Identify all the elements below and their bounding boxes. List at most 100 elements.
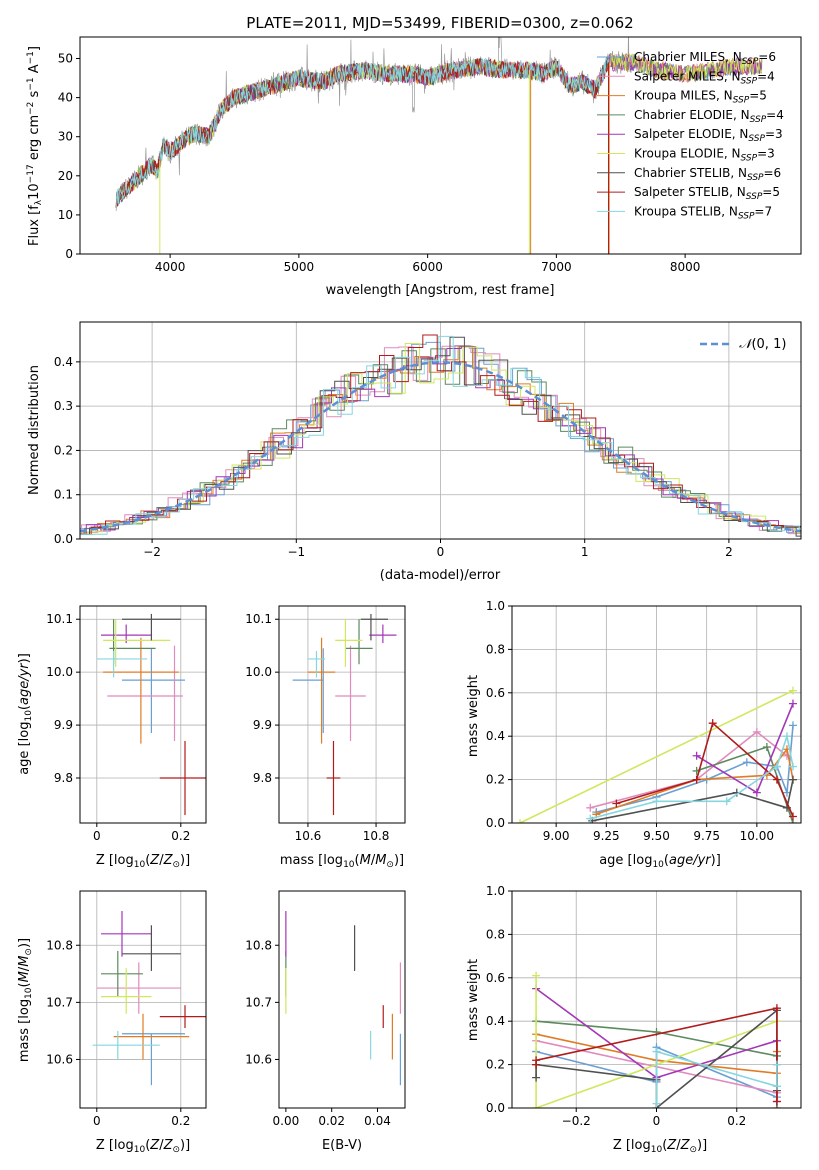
mass-vs-z-xtick-label: 0.2: [171, 1114, 190, 1128]
residuals-ytick-label: 0.3: [54, 399, 73, 413]
spectrum-ylabel: Flux [fλ10−17 erg cm−2 s−1 A−1]: [26, 46, 44, 246]
age-vs-mass-ytick-label: 10.0: [245, 665, 272, 679]
massweight-vs-z-marker: [532, 971, 541, 980]
mass-vs-z-ylabel: mass [log10(M/M⊙)]: [17, 938, 34, 1062]
gaussian-legend-label: 𝒩(0, 1): [739, 337, 786, 352]
age-vs-z-panel: 0 0.2 9.8 9.9 10.0 10.1 Z [log10(Z/Z⊙)] age […: [17, 605, 207, 870]
massweight-vs-age-xtick-label: 9.25: [593, 829, 620, 843]
massweight-vs-z-xlabel: Z [log10(Z/Z⊙)]: [613, 1138, 707, 1155]
massweight-vs-age-marker: [722, 797, 731, 806]
age-vs-mass-xlabel: mass [log10(M/M⊙)]: [280, 853, 404, 870]
massweight-vs-age-xtick-label: 9.75: [693, 829, 720, 843]
massweight-vs-age-ytick-label: 0.4: [486, 729, 505, 743]
mass-vs-z-ytick-label: 10.8: [46, 938, 73, 952]
age-vs-z-ytick-label: 10.0: [46, 665, 73, 679]
massweight-vs-age-marker: [788, 699, 797, 708]
residuals-ytick-label: 0.2: [54, 443, 73, 457]
massweight-vs-age-ytick-label: 1.0: [486, 599, 505, 613]
spectrum-legend: Chabrier MILES, NSSP=6 Salpeter MILES, NS…: [597, 50, 784, 221]
massweight-vs-age-line-kroupa-elodie: [519, 689, 794, 823]
massweight-vs-age-marker: [586, 803, 595, 812]
age-vs-z-ytick-label: 9.9: [54, 718, 73, 732]
massweight-vs-age-marker: [788, 686, 797, 695]
age-vs-mass-ytick-label: 9.9: [253, 718, 272, 732]
spectrum-legend-label: Kroupa STELIB, NSSP=7: [634, 204, 772, 221]
residuals-xtick-label: −2: [143, 545, 161, 559]
spectrum-xtick-label: 7000: [541, 260, 572, 274]
age-vs-z-ylabel: age [log10(age/yr)]: [17, 653, 34, 775]
massweight-vs-age-marker: [752, 788, 761, 797]
massweight-vs-age-marker: [788, 812, 797, 821]
spectrum-ytick-label: 30: [58, 130, 73, 144]
massweight-vs-age-xtick-label: 10.00: [740, 829, 774, 843]
massweight-vs-z-marker: [532, 1056, 541, 1065]
massweight-vs-z-ytick-label: 1.0: [486, 884, 505, 898]
massweight-vs-age-ytick-label: 0.6: [486, 686, 505, 700]
spectrum-ytick-label: 10: [58, 208, 73, 222]
mass-vs-z-panel: 0 0.2 10.6 10.7 10.8 Z [log10(Z/Z⊙)] mass [l…: [17, 890, 207, 1155]
massweight-vs-age-marker: [708, 719, 717, 728]
massweight-vs-z-marker: [652, 1047, 661, 1056]
massweight-vs-z-ytick-label: 0.6: [486, 971, 505, 985]
massweight-vs-age-line-salpeter-miles: [590, 730, 788, 809]
spectrum-legend-label: Chabrier STELIB, NSSP=6: [634, 166, 781, 183]
massweight-vs-age-marker: [762, 743, 771, 752]
spectrum-ytick-label: 50: [58, 52, 73, 66]
massweight-vs-z-line-kroupa-stelib: [655, 1050, 778, 1104]
massweight-vs-age-ylabel: mass weight: [466, 675, 481, 757]
massweight-vs-z-ytick-label: 0.0: [486, 1101, 505, 1115]
massweight-vs-age-marker: [788, 775, 797, 784]
spectrum-legend-label: Kroupa ELODIE, NSSP=3: [634, 147, 775, 164]
residual-histogram-salpeter-stelib: [80, 334, 801, 535]
massweight-vs-age-marker: [788, 721, 797, 730]
massweight-vs-age-marker: [516, 819, 525, 823]
spectrum-model-kroupa-elodie: [115, 53, 763, 209]
residuals-xtick-label: 0: [437, 545, 445, 559]
massweight-vs-z-ytick-label: 0.4: [486, 1014, 505, 1028]
mass-vs-ebv-xtick-label: 0.00: [273, 1114, 300, 1128]
massweight-vs-z-xtick-label: 0.2: [727, 1114, 746, 1128]
residuals-ytick-label: 0.4: [54, 355, 73, 369]
massweight-vs-age-marker: [788, 762, 797, 771]
spectrum-xtick-label: 8000: [670, 260, 701, 274]
mass-vs-ebv-xlabel: E(B-V): [322, 1138, 362, 1153]
massweight-vs-age-marker: [782, 732, 791, 741]
age-vs-z-xtick-label: 0: [93, 829, 101, 843]
massweight-vs-age-xtick-label: 9.50: [643, 829, 670, 843]
spectrum-legend-label: Chabrier ELODIE, NSSP=4: [634, 108, 784, 125]
residual-histogram-kroupa-stelib: [80, 335, 801, 536]
spectrum-legend-label: Salpeter STELIB, NSSP=5: [634, 185, 780, 202]
massweight-vs-age-marker: [772, 775, 781, 784]
residuals-xtick-label: −1: [287, 545, 305, 559]
massweight-vs-age-marker: [742, 758, 751, 767]
massweight-vs-age-marker: [692, 751, 701, 760]
spectrum-ytick-label: 0: [65, 247, 73, 261]
residuals-ytick-label: 0.0: [54, 532, 73, 546]
age-vs-mass-panel: 10.6 10.8 9.8 9.9 10.0 10.1 mass [log10(M/M⊙)…: [245, 605, 406, 870]
gaussian-curve: [80, 361, 801, 533]
massweight-vs-age-line-kroupa-stelib: [590, 733, 794, 820]
residuals-panel: −2 −1 0 1 2 0.0 0.1 0.2 0.3 0.4 𝒩(0, 1) (data-mod…: [27, 321, 802, 583]
massweight-vs-z-ytick-label: 0.2: [486, 1058, 505, 1072]
residuals-legend: 𝒩(0, 1): [700, 337, 786, 352]
massweight-vs-age-ytick-label: 0.2: [486, 773, 505, 787]
spectrum-panel: 4000 5000 6000 7000 8000 0 10 20 30 40 50 Chabrier…: [26, 36, 802, 298]
mass-vs-ebv-panel: 0.00 0.02 0.04 10.6 10.7 10.8 E(B-V): [245, 890, 406, 1153]
massweight-vs-z-ytick-label: 0.8: [486, 927, 505, 941]
massweight-vs-age-marker: [772, 762, 781, 771]
age-vs-z-ytick-label: 10.1: [46, 612, 73, 626]
age-vs-z-xtick-label: 0.2: [171, 829, 190, 843]
massweight-vs-age-ytick-label: 0.8: [486, 642, 505, 656]
age-vs-z-ytick-label: 9.8: [54, 771, 73, 785]
mass-vs-z-ytick-label: 10.6: [46, 1052, 73, 1066]
massweight-vs-z-marker: [532, 1104, 541, 1108]
residuals-ytick-label: 0.1: [54, 488, 73, 502]
massweight-vs-z-marker: [772, 1097, 781, 1106]
age-vs-mass-ytick-label: 10.1: [245, 612, 272, 626]
massweight-vs-z-panel: −0.2 0 0.2 0.0 0.2 0.4 0.6 0.8 1.0 Z [log10(Z/Z⊙…: [466, 884, 802, 1155]
spectrum-legend-label: Salpeter MILES, NSSP=4: [634, 69, 775, 86]
massweight-vs-z-marker: [532, 1073, 541, 1082]
massweight-vs-age-panel: 9.00 9.25 9.50 9.75 10.000.00.20.40.60.81.0 …: [466, 599, 802, 870]
massweight-vs-age-xlabel: age [log10(age/yr)]: [599, 853, 721, 870]
